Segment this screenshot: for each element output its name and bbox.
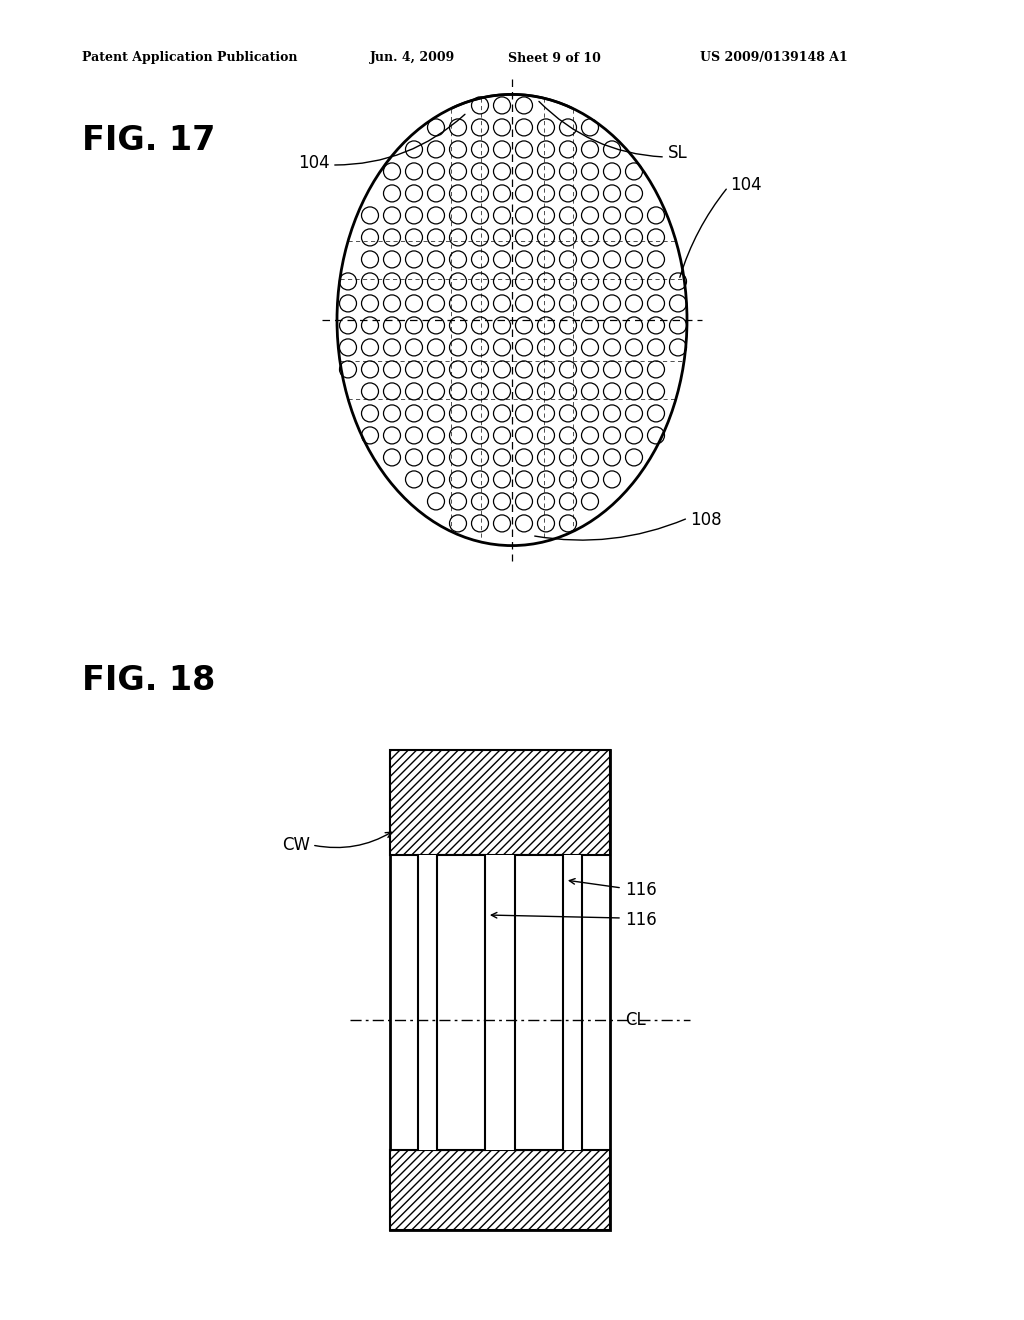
Bar: [390, 1150, 610, 1230]
Bar: [390, 750, 610, 855]
Bar: [390, 750, 610, 1230]
Ellipse shape: [337, 95, 687, 545]
Bar: [437, 855, 485, 1150]
Text: Sheet 9 of 10: Sheet 9 of 10: [508, 51, 601, 65]
Text: Patent Application Publication: Patent Application Publication: [82, 51, 298, 65]
Text: 116: 116: [625, 880, 656, 899]
Text: 108: 108: [690, 511, 722, 529]
Text: FIG. 18: FIG. 18: [82, 664, 215, 697]
Text: Jun. 4, 2009: Jun. 4, 2009: [370, 51, 456, 65]
Bar: [418, 855, 582, 1150]
Text: CW: CW: [282, 836, 310, 854]
Text: 104: 104: [298, 154, 330, 172]
Text: CL: CL: [625, 1011, 646, 1030]
Text: FIG. 17: FIG. 17: [82, 124, 215, 157]
Bar: [515, 855, 563, 1150]
Text: 104: 104: [730, 176, 762, 194]
Text: US 2009/0139148 A1: US 2009/0139148 A1: [700, 51, 848, 65]
Text: 116: 116: [625, 911, 656, 929]
Text: SL: SL: [668, 144, 688, 162]
